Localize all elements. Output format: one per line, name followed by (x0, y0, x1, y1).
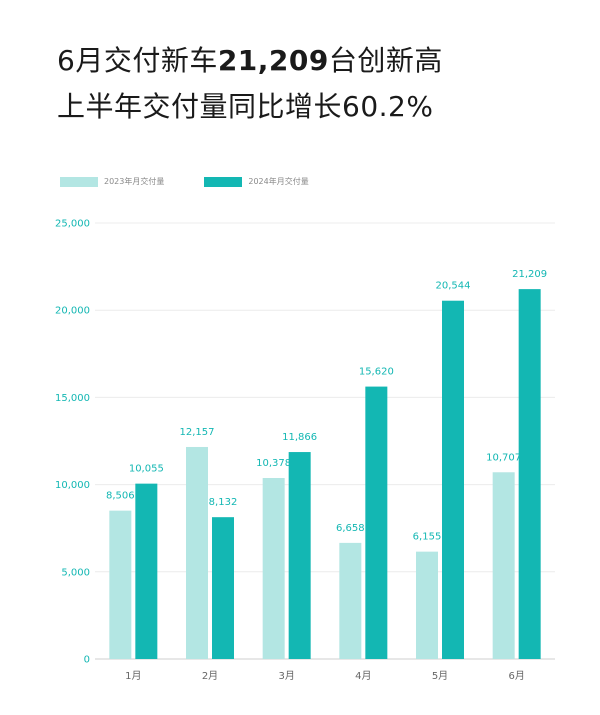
data-label-2023: 6,155 (413, 532, 442, 543)
data-label-2024: 8,132 (209, 497, 238, 508)
bar-2023 (339, 542, 362, 659)
headline-line-2: 上半年交付量同比增长60.2% (57, 90, 434, 123)
headline-prefix: 6月交付新车 (57, 44, 218, 77)
x-category-label: 3月 (278, 670, 294, 682)
legend-item-2024: 2024年月交付量 (204, 176, 309, 187)
data-label-2024: 15,620 (359, 367, 394, 378)
bar-2023 (186, 446, 208, 659)
x-category-label: 4月 (355, 670, 371, 682)
legend-swatch-2024 (204, 176, 243, 187)
y-tick-label: 5,000 (61, 567, 90, 578)
data-label-2023: 6,658 (336, 523, 365, 534)
headline: 6月交付新车21,209台创新高 上半年交付量同比增长60.2% (57, 38, 443, 130)
bar-2024 (288, 452, 311, 659)
headline-number: 21,209 (217, 44, 329, 77)
y-tick-label: 10,000 (55, 480, 90, 491)
x-category-label: 6月 (508, 670, 524, 682)
legend-item-2023: 2023年月交付量 (60, 176, 164, 187)
data-label-2023: 10,378 (256, 458, 291, 469)
chart-legend: 2023年月交付量 2024年月交付量 (60, 176, 349, 187)
bar-2023 (416, 551, 438, 659)
legend-label-2024: 2024年月交付量 (248, 177, 309, 186)
data-label-2023: 12,157 (180, 427, 215, 438)
data-label-2023: 8,506 (106, 491, 135, 502)
y-tick-label: 0 (84, 655, 90, 666)
bar-2023 (109, 510, 132, 659)
data-label-2023: 10,707 (486, 452, 521, 463)
data-label-2024: 21,209 (512, 269, 547, 280)
bar-2024 (212, 517, 234, 659)
y-tick-label: 20,000 (55, 306, 90, 317)
headline-line-1: 6月交付新车21,209台创新高 (57, 38, 443, 84)
legend-label-2023: 2023年月交付量 (104, 177, 165, 186)
bar-2023 (262, 478, 285, 659)
x-category-label: 1月 (125, 670, 141, 682)
headline-suffix: 台创新高 (328, 44, 443, 77)
x-category-label: 5月 (432, 670, 448, 682)
x-category-label: 2月 (202, 670, 218, 682)
bar-2024 (518, 289, 541, 659)
bar-2024 (365, 386, 388, 659)
data-label-2024: 20,544 (436, 281, 471, 292)
bar-2024 (135, 483, 158, 659)
bar-2023 (492, 472, 515, 659)
legend-swatch-2023 (60, 176, 98, 187)
bar-2024 (442, 300, 464, 659)
y-tick-label: 15,000 (55, 393, 90, 404)
y-tick-label: 25,000 (55, 219, 90, 230)
data-label-2024: 11,866 (282, 432, 317, 443)
data-label-2024: 10,055 (129, 464, 164, 475)
